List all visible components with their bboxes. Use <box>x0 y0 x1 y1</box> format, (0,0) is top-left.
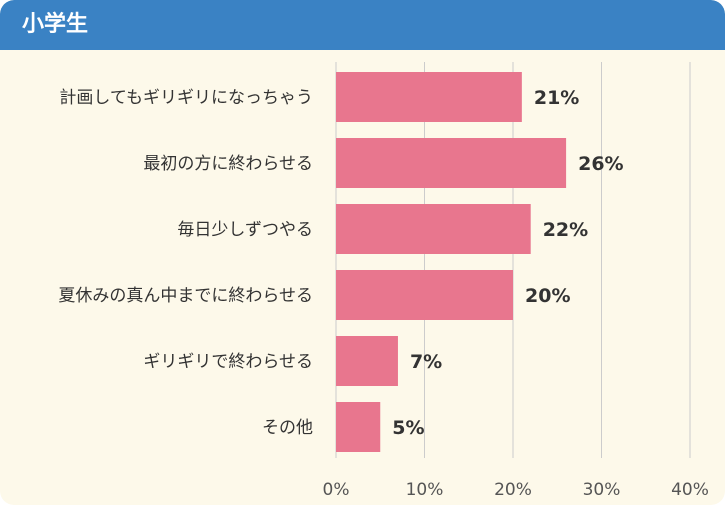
data-label: 21% <box>534 87 579 109</box>
category-label: 最初の方に終わらせる <box>143 154 313 174</box>
bar <box>336 402 381 452</box>
category-label: その他 <box>262 418 313 438</box>
bar <box>336 204 531 254</box>
data-label: 20% <box>525 285 570 307</box>
x-tick-label: 40% <box>671 480 709 500</box>
category-label: 毎日少しずつやる <box>177 220 313 240</box>
x-tick-label: 20% <box>494 480 532 500</box>
data-label: 22% <box>543 219 588 241</box>
x-tick-label: 0% <box>323 480 350 500</box>
chart-title: 小学生 <box>22 12 89 37</box>
category-label: ギリギリで終わらせる <box>143 352 313 372</box>
bar <box>336 138 567 188</box>
x-tick-label: 10% <box>406 480 444 500</box>
bar <box>336 72 522 122</box>
bar <box>336 270 513 320</box>
category-label: 計画してもギリギリになっちゃう <box>59 88 313 108</box>
data-label: 26% <box>578 153 623 175</box>
bar <box>336 336 398 386</box>
category-label: 夏休みの真ん中までに終わらせる <box>58 286 313 306</box>
data-label: 7% <box>410 351 442 373</box>
x-tick-label: 30% <box>583 480 621 500</box>
header-bar: 小学生 <box>0 0 725 50</box>
data-label: 5% <box>392 417 424 439</box>
